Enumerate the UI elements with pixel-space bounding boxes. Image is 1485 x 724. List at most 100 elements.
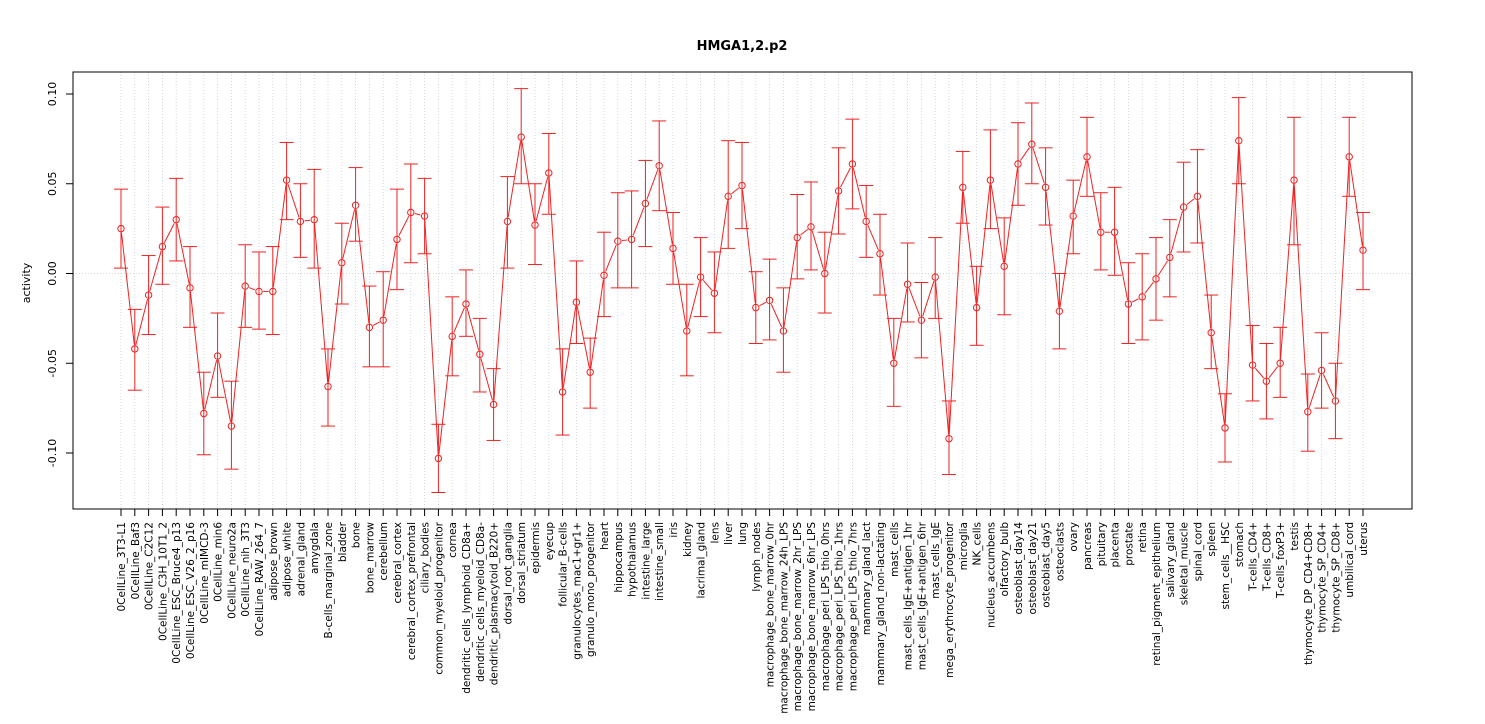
data-point [545, 169, 553, 177]
x-tick-label: macrophage_peri_LPS_thio_1hrs [834, 522, 846, 691]
data-point [420, 212, 429, 220]
data-point [986, 176, 995, 184]
series-line-segment [1186, 198, 1195, 205]
data-point [931, 273, 939, 281]
x-tick-label: osteoblast_day21 [1027, 522, 1039, 614]
y-axis: -0.10 -0.05 0.00 0.05 0.10 [46, 82, 74, 467]
series-line-segment [621, 239, 628, 242]
data-point [876, 250, 884, 258]
data-point [586, 368, 594, 376]
data-point [1262, 377, 1271, 385]
y-tick-label: 0.05 [46, 172, 59, 197]
data-point [1276, 359, 1284, 367]
series-line-segment [1131, 298, 1139, 303]
x-tick-label: 0CellLine_C2C12 [144, 522, 156, 610]
series-line-segment [398, 215, 410, 236]
series-line-segment [811, 230, 825, 270]
series-line-segment [414, 213, 421, 216]
series-line-segment [759, 301, 767, 307]
x-tick-label: placenta [1110, 522, 1122, 567]
series-line-segment [702, 279, 713, 291]
data-point [1083, 153, 1091, 161]
data-point [848, 160, 857, 168]
data-point [1290, 176, 1298, 184]
x-tick-label: hippocampus [613, 522, 625, 593]
x-tick-label: 0CellLine_neuro2a [226, 522, 238, 619]
series-line-segment [1322, 374, 1335, 398]
x-tick-label: osteoblast_day5 [1041, 522, 1053, 608]
data-point [1014, 160, 1022, 168]
series-line-segment [1308, 374, 1321, 408]
x-tick-label: mast_cells_IgE [930, 522, 942, 599]
data-point [131, 345, 139, 353]
data-point [710, 289, 719, 297]
y-tick-label: 0.00 [46, 261, 59, 286]
data-point [158, 242, 167, 251]
series-line-segment [1197, 200, 1212, 329]
series-line-segment [163, 223, 175, 244]
data-point [627, 235, 636, 244]
series-line-segment [852, 167, 866, 218]
x-tick-label: lymph_nodes [751, 522, 763, 592]
y-tick-label: 0.10 [46, 82, 59, 107]
data-point [517, 133, 525, 141]
data-point [1000, 262, 1008, 271]
x-tick-label: retina [1137, 522, 1149, 553]
series-line-segment [731, 187, 739, 195]
x-tick-label: dendritic_plasmacytoid_B220+ [489, 522, 501, 685]
x-tick-label: microglia [958, 522, 970, 570]
x-tick-label: ovary [1068, 522, 1080, 552]
data-point [1331, 397, 1340, 405]
x-tick-label: 0CellLine_mIMCD-3 [199, 522, 211, 624]
series-line-segment [562, 306, 577, 388]
series-line-segment [176, 223, 190, 284]
series-line-segment [1032, 148, 1045, 184]
x-tick-label: eyecup [544, 522, 556, 561]
series-line-segment [424, 220, 439, 455]
x-tick-label: lens [709, 522, 721, 544]
data-point [448, 332, 456, 341]
data-point [282, 176, 291, 184]
plot-frame [72, 71, 1413, 510]
x-tick-label: cornea [447, 522, 459, 558]
x-tick-label: stem_cells__HSC [1220, 522, 1232, 609]
x-tick-label: dorsal_root_ganglia [502, 522, 514, 624]
x-tick-label: bladder [337, 521, 349, 562]
data-point [1193, 192, 1202, 201]
x-tick-label: salivary_gland [1165, 522, 1177, 598]
data-point [476, 350, 484, 358]
series-line-segment [548, 177, 563, 388]
x-tick-label: adipose_brown [268, 522, 280, 601]
series-line-segment [204, 360, 218, 410]
series-line-segment [1144, 281, 1154, 294]
data-point [972, 303, 981, 312]
data-point [903, 280, 912, 288]
data-point [738, 181, 746, 190]
series-line-segment [535, 176, 549, 222]
x-tick-label: dendritic_cells_myeloid_CD8a- [475, 522, 487, 682]
series-line-segment [867, 225, 879, 251]
x-tick-label: cerebral_cortex [392, 522, 404, 603]
x-tick-label: 0CellLine_ESC_V26_2_p16 [185, 522, 197, 659]
series-line-segment [935, 281, 950, 435]
series-line-segment [1019, 147, 1030, 161]
series-line-segment [714, 200, 729, 290]
data-point [1138, 293, 1146, 301]
x-tick-label: hypothalamus [627, 522, 639, 597]
x-tick-label: pancreas [1082, 522, 1094, 570]
data-point [1124, 300, 1133, 308]
x-tick-label: spleen [1206, 522, 1218, 557]
x-tick-label: spinal_cord [1192, 522, 1204, 581]
data-point [683, 327, 691, 335]
x-tick-label: cerebellum [378, 522, 390, 581]
data-point [310, 215, 318, 224]
data-point [724, 192, 732, 201]
series-line-segment [605, 244, 617, 272]
x-tick-label: adipose_white [282, 522, 294, 597]
series-line-segment [1059, 220, 1074, 308]
series-line-segment [894, 288, 908, 360]
data-point [959, 183, 967, 192]
x-tick-label: mammary_gland_non-lactating [875, 522, 887, 685]
series-line-segment [908, 288, 921, 317]
data-point [917, 316, 926, 324]
